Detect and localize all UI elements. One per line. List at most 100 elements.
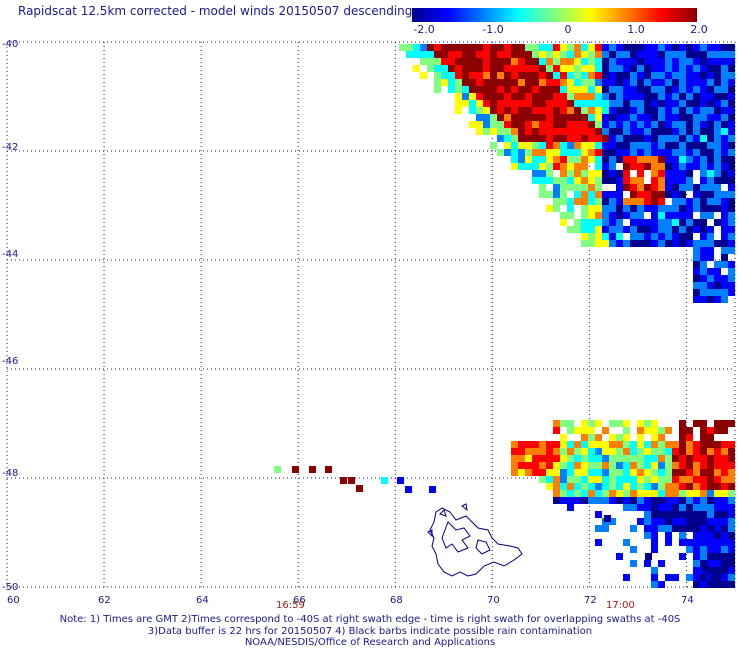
wind-cell <box>469 65 476 72</box>
wind-cell <box>595 448 602 455</box>
wind-cell <box>714 86 721 93</box>
wind-cell <box>658 448 665 455</box>
wind-cell <box>595 462 602 469</box>
wind-cell <box>427 51 434 58</box>
wind-cell <box>546 65 553 72</box>
wind-cell <box>609 149 616 156</box>
wind-cell <box>728 240 735 247</box>
wind-cell <box>539 191 546 198</box>
wind-cell <box>574 100 581 107</box>
wind-cell <box>462 44 469 51</box>
wind-cell <box>609 51 616 58</box>
wind-cell <box>609 483 616 490</box>
x-tick-70: 70 <box>487 595 500 606</box>
wind-cell <box>700 184 707 191</box>
wind-cell <box>728 532 735 539</box>
wind-cell <box>588 86 595 93</box>
wind-cell <box>604 515 611 522</box>
wind-cell <box>679 504 686 511</box>
wind-cell <box>532 455 539 462</box>
wind-cell <box>728 282 735 289</box>
wind-cell <box>686 546 693 553</box>
wind-cell <box>658 177 665 184</box>
y-tick-42: -42 <box>2 142 18 153</box>
wind-cell <box>588 100 595 107</box>
wind-cell <box>637 219 644 226</box>
wind-cell <box>637 476 644 483</box>
wind-cell <box>714 490 721 497</box>
wind-cell <box>714 198 721 205</box>
wind-cell <box>728 511 735 518</box>
wind-cell <box>665 539 672 546</box>
wind-difference-swath-south <box>511 420 735 588</box>
wind-cell <box>595 58 602 65</box>
wind-cell <box>609 205 616 212</box>
wind-cell <box>623 539 630 546</box>
wind-cell <box>665 93 672 100</box>
wind-cell <box>700 86 707 93</box>
wind-cell <box>728 72 735 79</box>
wind-cell <box>553 205 560 212</box>
wind-cell <box>728 553 735 560</box>
wind-cell <box>623 455 630 462</box>
wind-cell <box>679 114 686 121</box>
wind-cell <box>532 177 539 184</box>
wind-cell <box>721 58 728 65</box>
wind-cell <box>707 497 714 504</box>
wind-cell <box>588 51 595 58</box>
wind-cell <box>518 448 525 455</box>
wind-cell <box>707 476 714 483</box>
wind-cell <box>714 532 721 539</box>
wind-cell <box>700 191 707 198</box>
wind-cell <box>581 233 588 240</box>
wind-cell <box>497 149 504 156</box>
wind-cell <box>455 51 462 58</box>
wind-cell <box>595 107 602 114</box>
wind-cell <box>602 135 609 142</box>
wind-cell <box>700 58 707 65</box>
wind-cell <box>693 532 700 539</box>
wind-cell <box>644 219 651 226</box>
wind-cell <box>714 107 721 114</box>
wind-cell <box>476 44 483 51</box>
wind-cell <box>651 177 658 184</box>
wind-cell <box>546 205 553 212</box>
wind-cell <box>672 511 679 518</box>
wind-cell <box>700 205 707 212</box>
wind-cell <box>714 135 721 142</box>
wind-cell <box>700 441 707 448</box>
wind-cell <box>686 44 693 51</box>
wind-cell <box>658 121 665 128</box>
wind-cell <box>609 170 616 177</box>
wind-cell <box>553 420 560 427</box>
wind-cell <box>651 121 658 128</box>
wind-cell <box>714 581 721 588</box>
wind-cell <box>644 476 651 483</box>
wind-cell <box>448 51 455 58</box>
wind-cell <box>707 79 714 86</box>
wind-cell <box>623 156 630 163</box>
wind-cell <box>707 434 714 441</box>
wind-cell <box>518 142 525 149</box>
wind-cell <box>462 93 469 100</box>
wind-cell <box>721 483 728 490</box>
wind-cell <box>518 58 525 65</box>
wind-cell <box>651 233 658 240</box>
wind-cell <box>728 497 735 504</box>
wind-cell <box>700 212 707 219</box>
wind-cell <box>588 72 595 79</box>
wind-cell <box>651 532 658 539</box>
wind-cell <box>581 114 588 121</box>
wind-cell <box>728 539 735 546</box>
wind-cell <box>665 455 672 462</box>
wind-cell <box>686 455 693 462</box>
wind-cell <box>630 469 637 476</box>
wind-cell <box>714 149 721 156</box>
wind-cell <box>707 240 714 247</box>
wind-cell <box>497 51 504 58</box>
wind-cell <box>623 469 630 476</box>
wind-cell <box>721 261 728 268</box>
wind-cell <box>658 525 665 532</box>
wind-cell <box>588 497 595 504</box>
wind-cell <box>546 483 553 490</box>
